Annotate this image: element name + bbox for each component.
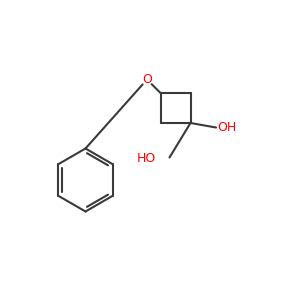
Text: O: O <box>142 73 152 86</box>
Text: OH: OH <box>218 121 237 134</box>
Text: HO: HO <box>137 152 156 166</box>
